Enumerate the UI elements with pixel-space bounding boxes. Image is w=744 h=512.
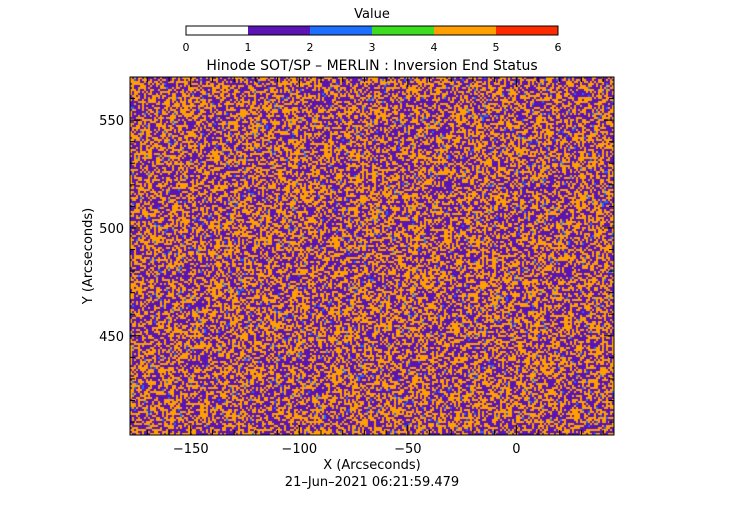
colorbar-cells (186, 26, 559, 35)
chart-title: Hinode SOT/SP – MERLIN : Inversion End S… (206, 58, 537, 74)
colorbar-cell (186, 26, 249, 35)
colorbar-tick-label: 1 (245, 41, 252, 54)
colorbar-cell (372, 26, 435, 35)
colorbar-frame (185, 25, 559, 36)
colorbar-tick-labels: 0 1 2 3 4 5 6 (183, 41, 562, 54)
colorbar-tick-label: 3 (369, 41, 376, 54)
timestamp: 21–Jun–2021 06:21:59.479 (285, 475, 459, 490)
colorbar-tick-label: 6 (555, 41, 562, 54)
x-axis-label: X (Arcseconds) (323, 458, 420, 473)
y-axis-label: Y (Arcseconds) (81, 208, 96, 305)
y-tick-label: 450 (99, 330, 124, 345)
colorbar-label: Value (354, 7, 390, 22)
colorbar-tick-label: 0 (183, 41, 190, 54)
x-tick-label: −50 (394, 442, 421, 457)
y-axis: 450 500 550 (99, 76, 614, 423)
heatmap-canvas (130, 77, 614, 435)
colorbar-cell (310, 26, 373, 35)
colorbar-cell (434, 26, 497, 35)
colorbar: Value 0 1 2 3 4 5 6 (183, 7, 562, 54)
colorbar-cell (496, 26, 559, 35)
y-tick-label: 500 (99, 222, 124, 237)
colorbar-tick-label: 4 (431, 41, 438, 54)
colorbar-cell (248, 26, 311, 35)
colorbar-tick-label: 5 (493, 41, 500, 54)
x-tick-label: −100 (281, 442, 317, 457)
plot-frame (129, 76, 615, 436)
x-tick-label: −150 (173, 442, 209, 457)
colorbar-tick-label: 2 (307, 41, 314, 54)
heatmap-area (129, 76, 615, 436)
y-tick-label: 550 (99, 114, 124, 129)
x-axis: −150 −100 −50 0 (146, 77, 604, 457)
x-tick-label: 0 (512, 442, 520, 457)
